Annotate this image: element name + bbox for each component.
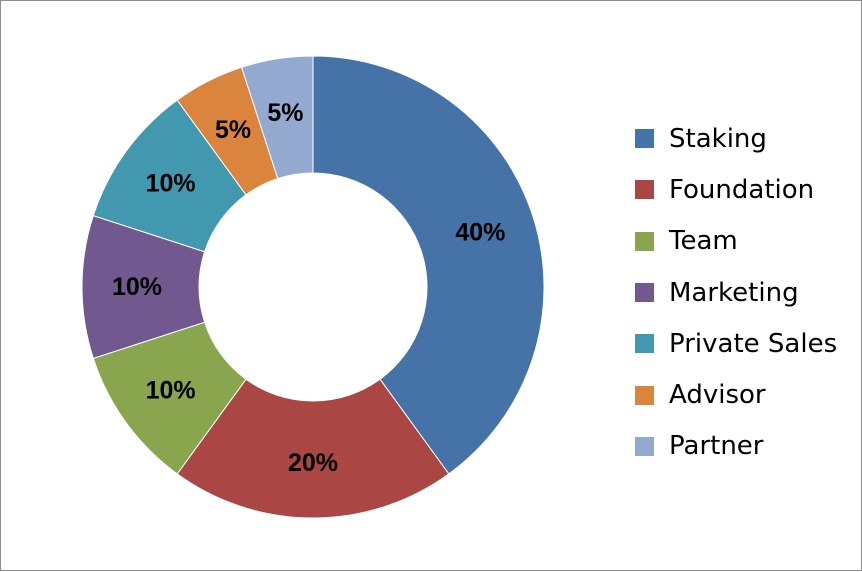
legend-item: Foundation <box>635 164 837 215</box>
legend-label: Team <box>669 226 738 257</box>
data-label-advisor: 5% <box>215 116 251 144</box>
data-label-marketing: 10% <box>112 273 162 301</box>
legend-label: Advisor <box>669 380 766 411</box>
data-label-private-sales: 10% <box>146 170 196 198</box>
legend-item: Staking <box>635 113 837 164</box>
legend-label: Partner <box>669 431 764 462</box>
legend-label: Private Sales <box>669 328 838 359</box>
legend-label: Marketing <box>669 277 799 308</box>
slice-staking <box>312 55 545 475</box>
data-label-team: 10% <box>146 376 196 404</box>
legend-swatch <box>635 385 654 405</box>
legend-swatch <box>635 129 654 149</box>
legend-item: Team <box>635 216 837 267</box>
legend-swatch <box>635 436 654 456</box>
legend-item: Advisor <box>635 369 837 420</box>
legend-swatch <box>635 231 654 251</box>
legend-item: Partner <box>635 421 837 472</box>
legend-label: Foundation <box>669 174 815 205</box>
data-label-partner: 5% <box>267 99 303 127</box>
legend-swatch <box>635 180 654 200</box>
legend-swatch <box>635 283 654 303</box>
data-label-staking: 40% <box>455 219 505 247</box>
legend: Staking Foundation Team Marketing Private Sa… <box>635 113 837 472</box>
slice-partner <box>240 55 314 180</box>
legend-label: Staking <box>669 123 767 154</box>
legend-item: Marketing <box>635 267 837 318</box>
data-label-foundation: 20% <box>288 449 338 477</box>
legend-item: Private Sales <box>635 318 837 369</box>
legend-swatch <box>635 334 654 354</box>
slice-foundation <box>176 378 450 519</box>
